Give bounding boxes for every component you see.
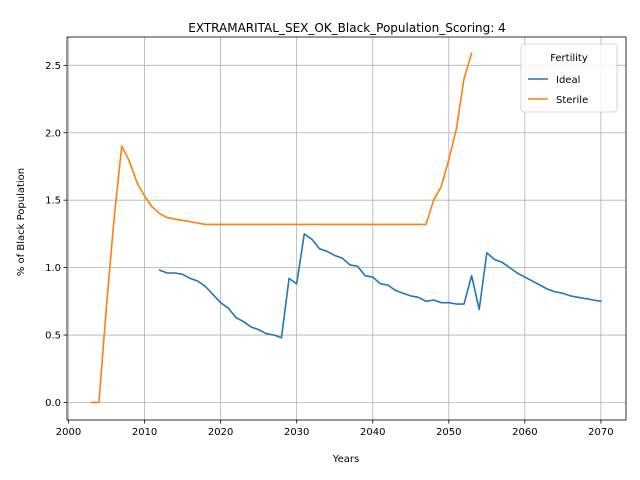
plot-frame	[66, 36, 627, 421]
y-axis-label: % of Black Population	[16, 168, 27, 276]
y-tick-label: 2.0	[45, 128, 61, 139]
x-tick-label: 2040	[360, 427, 385, 438]
y-tick-label: 0.0	[45, 398, 61, 409]
legend: Fertility Ideal Sterile	[520, 43, 618, 113]
legend-title: Fertility	[550, 53, 588, 64]
series-line-ideal	[158, 233, 602, 339]
series-line-sterile	[90, 52, 473, 404]
ticks: 2000 2010 2020 2030 2040 2050 2060 2070 0.0 0.5 1.…	[45, 61, 614, 438]
x-tick-label: 2000	[56, 427, 81, 438]
legend-label-sterile: Sterile	[556, 95, 588, 106]
chart-title: EXTRAMARITAL_SEX_OK_Black_Population_Sco…	[188, 21, 506, 35]
x-axis-label: Years	[332, 454, 359, 465]
x-tick-label: 2050	[436, 427, 461, 438]
x-tick-label: 2010	[132, 427, 157, 438]
y-tick-label: 1.0	[45, 263, 61, 274]
x-tick-label: 2030	[284, 427, 309, 438]
y-tick-label: 1.5	[45, 196, 61, 207]
x-tick-label: 2020	[208, 427, 233, 438]
series-layer	[90, 52, 602, 404]
y-tick-label: 2.5	[45, 61, 61, 72]
x-tick-label: 2060	[512, 427, 537, 438]
legend-label-ideal: Ideal	[556, 75, 580, 86]
x-tick-label: 2070	[588, 427, 613, 438]
y-tick-label: 0.5	[45, 331, 61, 342]
legend-box	[520, 43, 618, 113]
